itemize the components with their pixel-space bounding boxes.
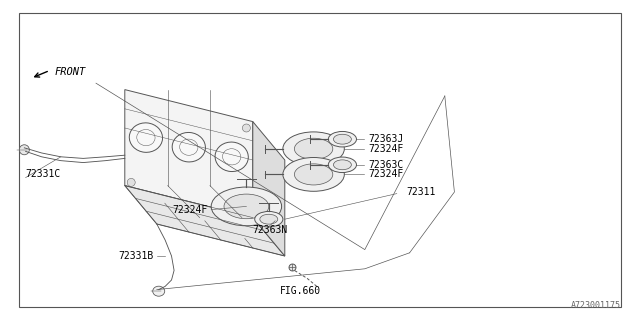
Ellipse shape [255, 212, 283, 227]
Ellipse shape [224, 194, 269, 219]
Text: 72331B: 72331B [118, 251, 154, 261]
Polygon shape [125, 90, 253, 218]
Ellipse shape [215, 142, 248, 172]
Polygon shape [253, 122, 285, 256]
Ellipse shape [172, 132, 205, 162]
Text: 72363C: 72363C [368, 160, 403, 170]
Ellipse shape [283, 132, 344, 166]
Text: 72311: 72311 [406, 187, 436, 197]
Text: 72324F: 72324F [173, 204, 208, 215]
Ellipse shape [243, 124, 250, 132]
Ellipse shape [283, 157, 344, 191]
Ellipse shape [328, 132, 356, 147]
Ellipse shape [294, 164, 333, 185]
Ellipse shape [153, 286, 164, 296]
Text: FRONT: FRONT [54, 67, 86, 77]
Ellipse shape [333, 160, 351, 170]
Ellipse shape [211, 187, 282, 226]
Text: 72363N: 72363N [253, 225, 288, 236]
Polygon shape [125, 186, 285, 256]
Ellipse shape [333, 134, 351, 144]
Text: 72363J: 72363J [368, 134, 403, 144]
Text: FIG.660: FIG.660 [280, 286, 321, 296]
Text: 72324F: 72324F [368, 144, 403, 154]
Text: A723001175: A723001175 [571, 301, 621, 310]
Ellipse shape [129, 123, 163, 152]
Ellipse shape [260, 214, 278, 224]
Text: 72331C: 72331C [26, 169, 61, 180]
Ellipse shape [127, 179, 135, 186]
Ellipse shape [19, 145, 29, 155]
Ellipse shape [328, 157, 356, 172]
Text: 72324F: 72324F [368, 169, 403, 180]
Ellipse shape [294, 138, 333, 159]
